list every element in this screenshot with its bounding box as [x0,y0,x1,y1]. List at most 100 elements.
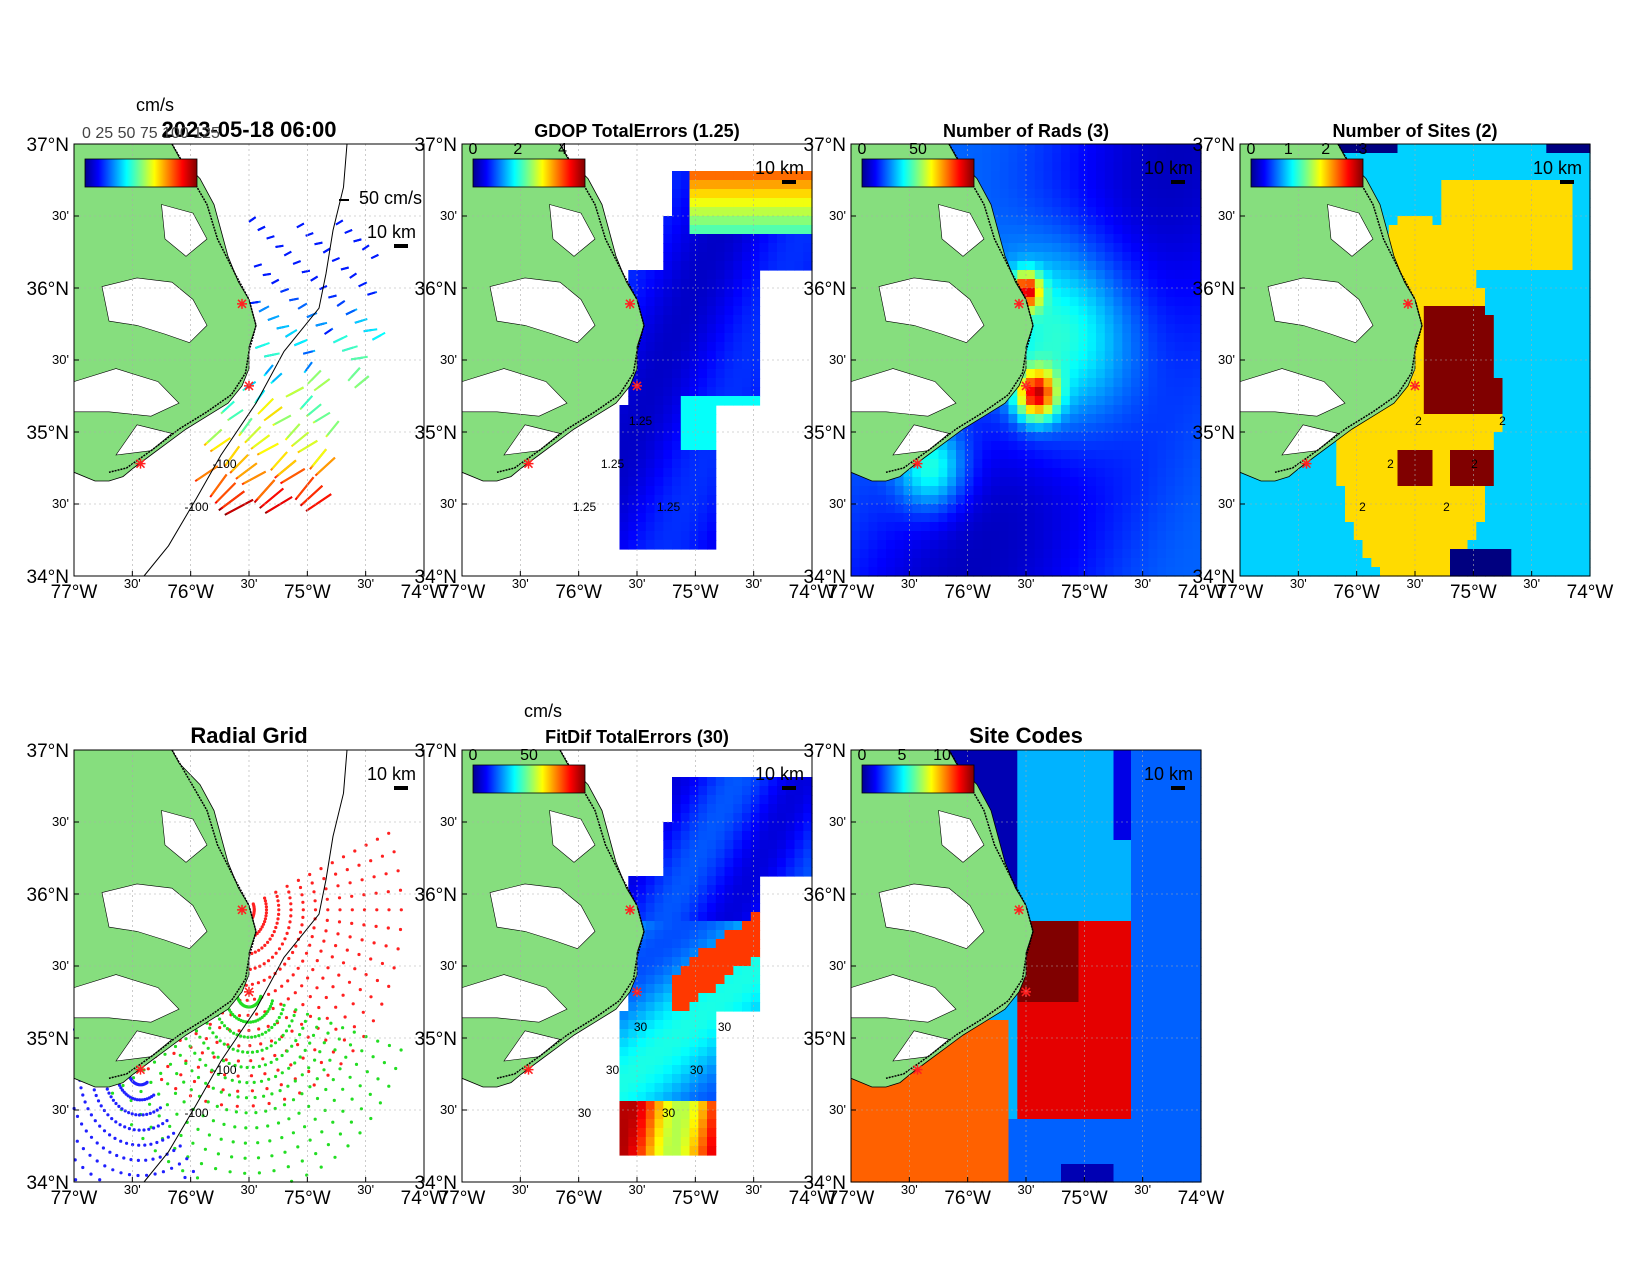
grid-cell [750,207,761,217]
grid-cell [1563,369,1574,379]
grid-cell [1493,486,1504,496]
grid-cell [672,306,682,316]
grid-cell [921,486,931,496]
grid-cell [1078,387,1088,397]
grid-cell [1493,504,1504,514]
grid-cell [742,198,752,208]
grid-cell [1113,207,1123,217]
grid-cell [715,252,726,262]
grid-cell [1511,540,1521,550]
grid-cell [1104,261,1115,271]
grid-cell [1520,558,1530,568]
grid-cell [1310,549,1320,559]
grid-cell [1450,369,1460,379]
grid-cell [1008,504,1018,514]
y-tick-label: 30' [1218,496,1235,511]
grid-cell [1131,216,1141,226]
grid-cell [1061,315,1071,325]
grid-cell [1537,243,1547,253]
grid-cell [1257,495,1267,505]
grid-cell [1502,297,1512,307]
grid-cell [1166,279,1176,289]
grid-cell [1493,351,1504,361]
grid-cell [1572,189,1582,199]
grid-cell [1528,504,1539,514]
grid-cell [680,432,691,442]
y-tick-label: 36°N [27,279,69,300]
grid-cell [1192,558,1202,568]
grid-cell [1371,468,1381,478]
grid-cell [1096,540,1106,550]
grid-cell [1148,252,1158,262]
grid-cell [1546,261,1556,271]
grid-cell [991,180,1001,190]
grid-cell [1052,414,1062,424]
grid-cell [1467,531,1477,541]
grid-cell [1511,387,1521,397]
grid-cell [1122,513,1132,523]
x-tick-label: 75°W [1450,582,1497,603]
grid-cell [1052,306,1062,316]
grid-cell [1096,279,1106,289]
grid-cell [1087,297,1097,307]
grid-cell [1052,351,1062,361]
grid-cell [1537,387,1547,397]
y-tick-label: 30' [829,352,846,367]
grid-cell [1353,486,1364,496]
grid-cell [759,198,769,208]
y-tick-label: 34°N [415,567,457,588]
y-tick-label: 35°N [1193,423,1235,444]
radial-grid-point [260,946,264,950]
grid-cell [1546,225,1556,235]
grid-cell [1166,378,1176,388]
grid-cell [1493,225,1504,235]
grid-cell [1493,540,1504,550]
grid-cell [1415,369,1425,379]
y-tick-label: 34°N [27,567,69,588]
grid-cell [1008,414,1018,424]
grid-cell [851,540,861,550]
radial-grid-point [277,912,281,917]
grid-cell [1034,396,1045,406]
grid-cell [1415,234,1425,244]
grid-cell [938,495,948,505]
grid-cell [672,360,682,370]
x-tick-label: 30' [1134,576,1151,591]
grid-cell [1310,558,1320,568]
grid-cell [1192,351,1202,361]
grid-cell [1113,171,1123,181]
grid-cell [698,333,708,343]
grid-cell [1034,432,1045,442]
grid-cell [1113,504,1123,514]
grid-cell [637,531,647,541]
grid-cell [912,540,922,550]
grid-cell [1061,414,1071,424]
grid-cell [1139,504,1150,514]
grid-cell [1511,432,1521,442]
grid-cell [1511,441,1521,451]
grid-cell [698,225,708,235]
grid-cell [1555,270,1565,280]
grid-cell [1432,558,1442,568]
grid-cell [689,351,699,361]
grid-cell [1493,567,1504,577]
current-vector [237,462,258,479]
grid-cell [1458,315,1469,325]
grid-cell [1113,243,1123,253]
grid-cell [733,279,743,289]
grid-cell [637,468,647,478]
grid-cell [663,477,673,487]
grid-cell [750,243,761,253]
grid-cell [1017,405,1027,415]
grid-cell [1528,189,1539,199]
grid-cell [1310,531,1320,541]
grid-cell [921,531,931,541]
grid-cell [1345,504,1355,514]
grid-cell [1581,378,1591,388]
grid-cell [1555,405,1565,415]
grid-cell [1248,531,1259,541]
grid-cell [1537,234,1547,244]
grid-cell [999,495,1010,505]
grid-cell [1476,216,1486,226]
grid-cell [1078,450,1088,460]
